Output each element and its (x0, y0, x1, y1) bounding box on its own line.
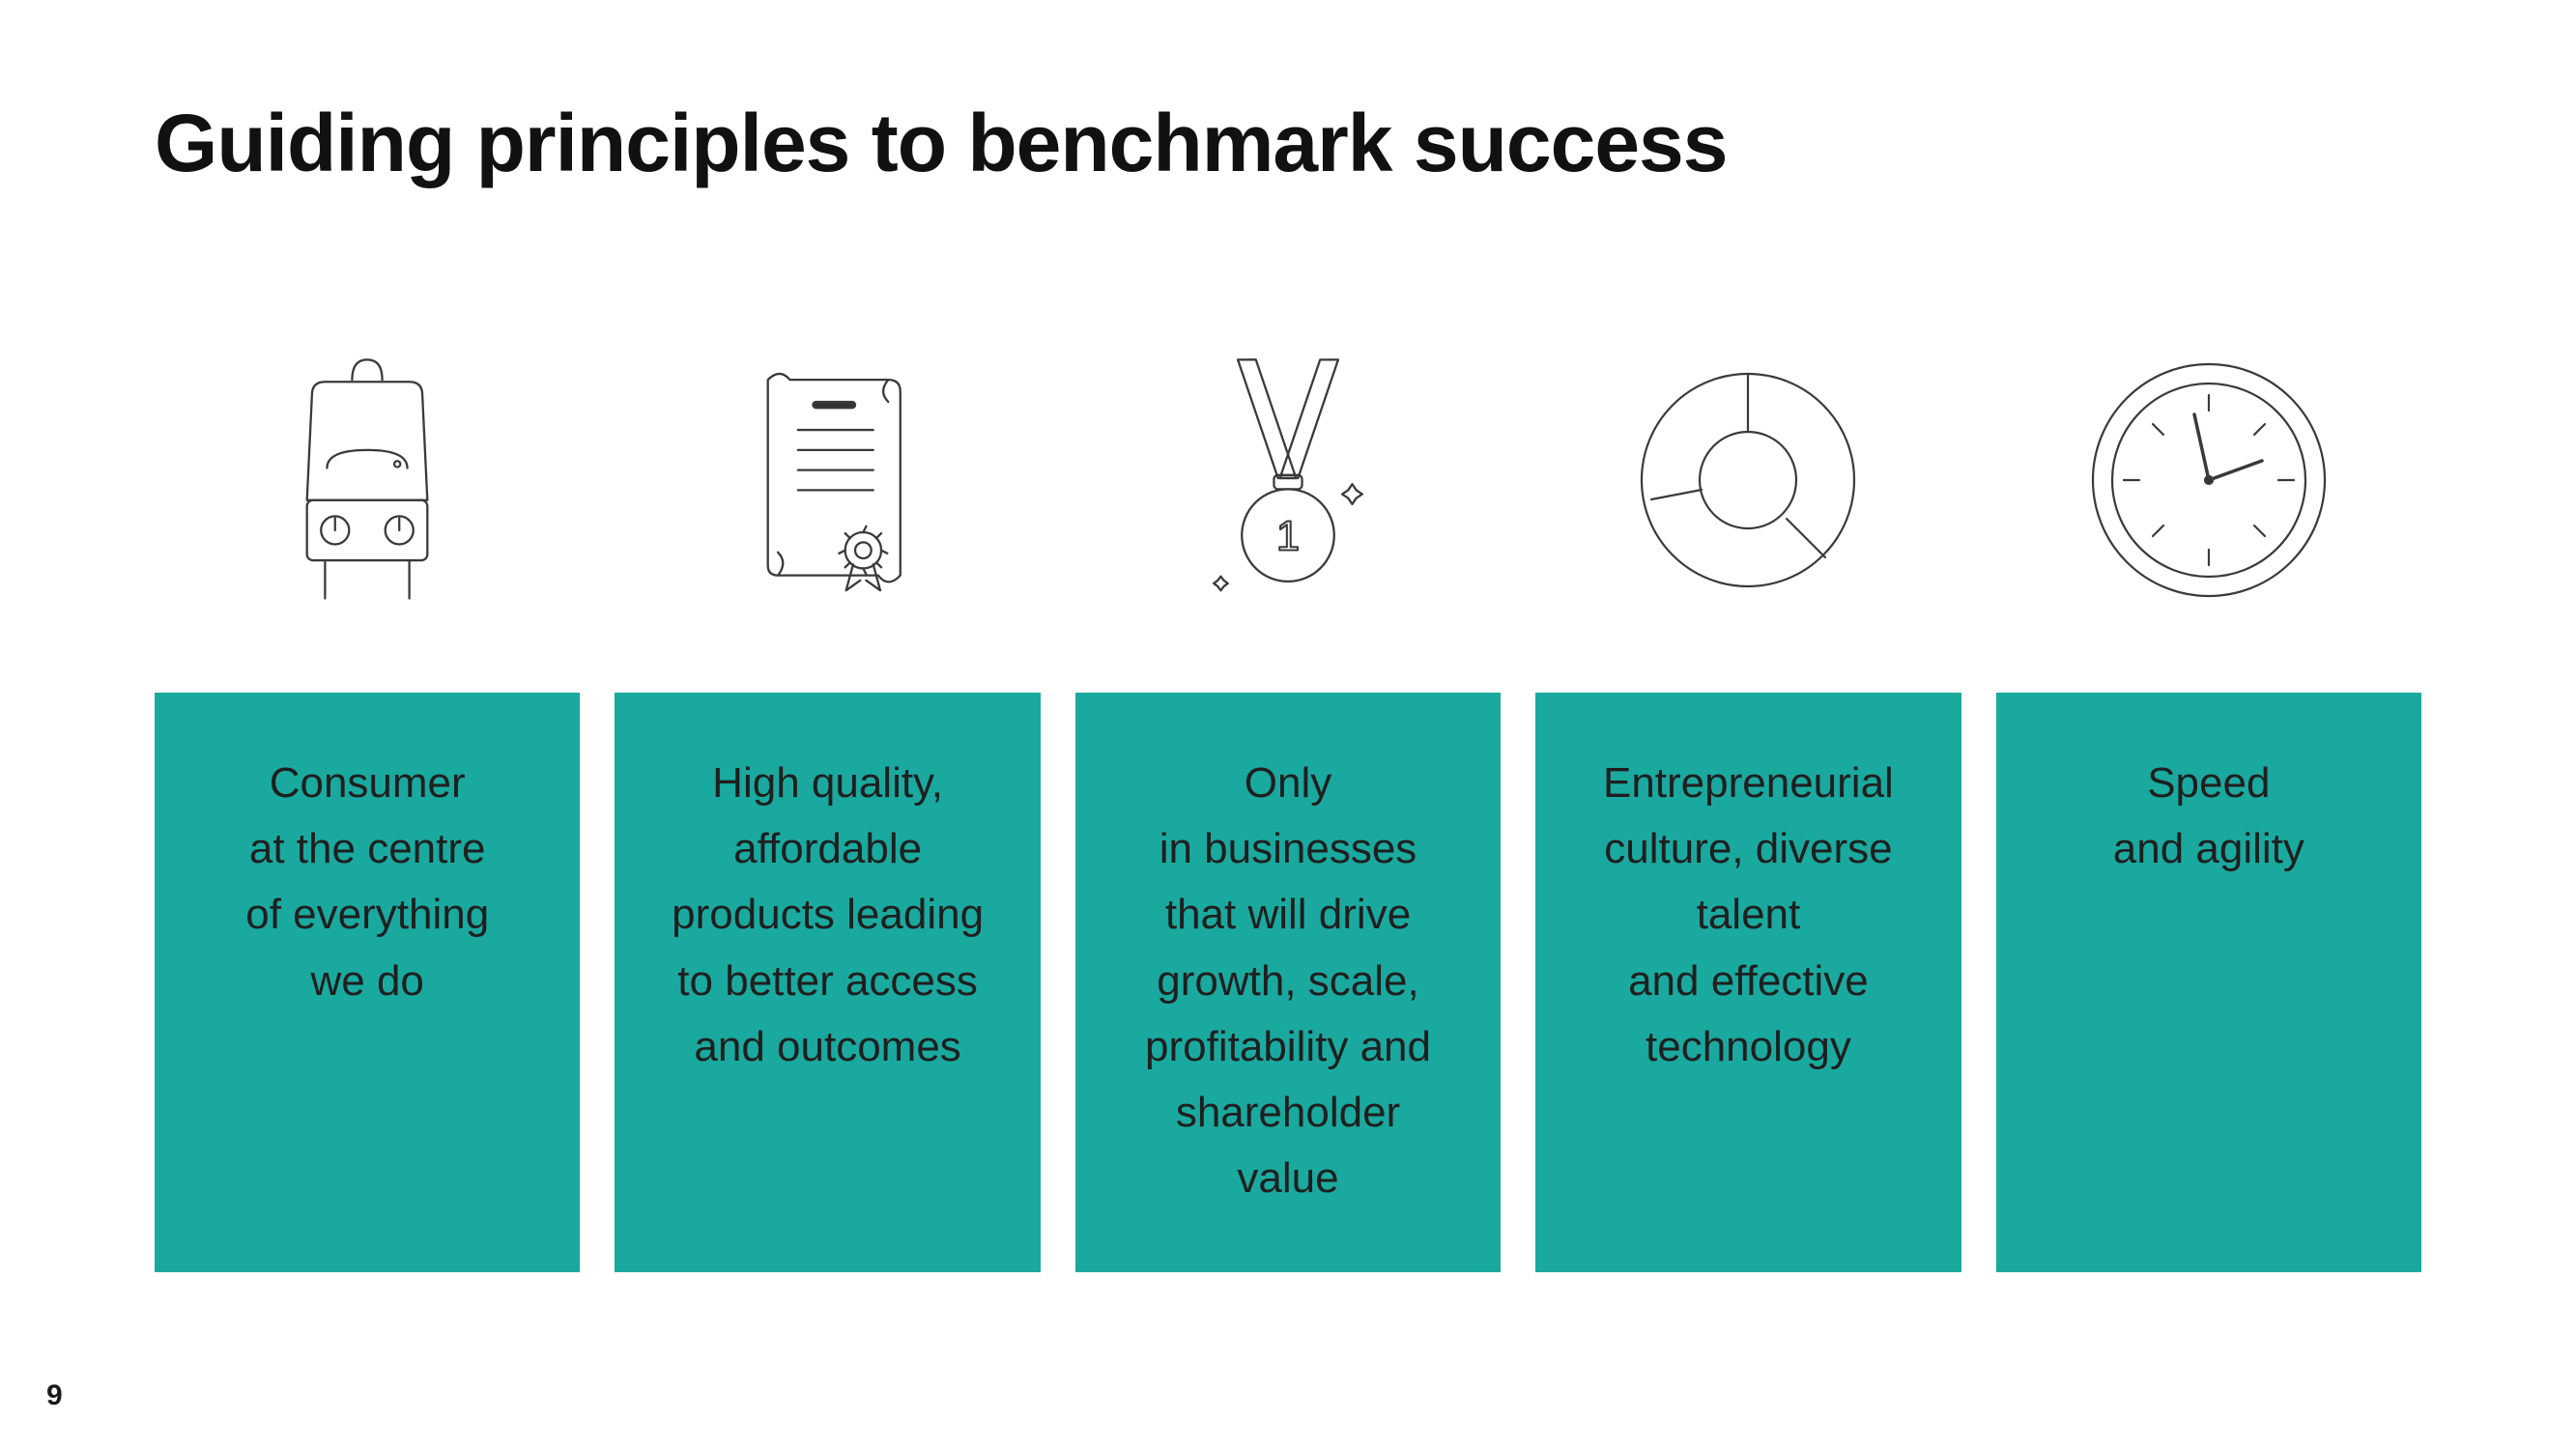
clock-icon (1996, 326, 2421, 635)
card-4: Entrepreneurialculture, diversetalentand… (1535, 693, 1961, 1272)
card-text: Onlyin businessesthat will drivegrowth, … (1102, 751, 1474, 1211)
certificate-icon (615, 326, 1040, 635)
donut-chart-icon (1535, 326, 1961, 635)
slide: Guiding principles to benchmark success (0, 0, 2576, 1449)
slide-title: Guiding principles to benchmark success (155, 97, 2421, 190)
card-2: High quality,affordableproducts leadingt… (615, 693, 1040, 1272)
card-3: Onlyin businessesthat will drivegrowth, … (1075, 693, 1501, 1272)
column-2: High quality,affordableproducts leadingt… (615, 326, 1040, 1272)
backpack-icon (155, 326, 580, 635)
card-text: Entrepreneurialculture, diversetalentand… (1562, 751, 1933, 1080)
page-number: 9 (46, 1379, 63, 1412)
column-4: Entrepreneurialculture, diversetalentand… (1535, 326, 1961, 1272)
medal-icon: 1 (1075, 326, 1501, 635)
svg-text:1: 1 (1276, 514, 1300, 560)
card-1: Consumerat the centreof everythingwe do (155, 693, 580, 1272)
column-5: Speedand agility (1996, 326, 2421, 1272)
column-3: 1 Onlyin businessesthat will drivegrowth… (1075, 326, 1501, 1272)
card-text: High quality,affordableproducts leadingt… (642, 751, 1013, 1080)
columns-row: Consumerat the centreof everythingwe do (155, 326, 2421, 1272)
column-1: Consumerat the centreof everythingwe do (155, 326, 580, 1272)
card-text: Consumerat the centreof everythingwe do (182, 751, 553, 1014)
card-text: Speedand agility (2023, 751, 2394, 882)
card-5: Speedand agility (1996, 693, 2421, 1272)
